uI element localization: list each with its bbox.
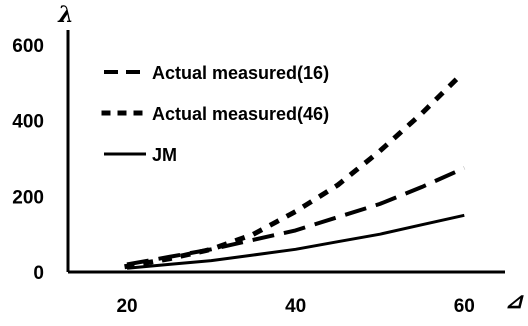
y-tick-label: 0 bbox=[33, 263, 44, 284]
series-line-1 bbox=[126, 166, 466, 267]
y-tick-label: 200 bbox=[12, 187, 44, 208]
series-lines bbox=[124, 67, 468, 270]
x-tick-label: 60 bbox=[454, 296, 475, 317]
y-tick-label: 600 bbox=[12, 36, 44, 57]
axes: λ ⊿ 0 200 400 600 20 40 60 bbox=[12, 2, 523, 317]
legend-label-2: Actual measured(46) bbox=[152, 104, 329, 124]
series-line-3 bbox=[126, 213, 465, 270]
x-axis-label: ⊿ bbox=[505, 288, 524, 314]
x-tick-label: 40 bbox=[285, 296, 306, 317]
x-tick-label: 20 bbox=[116, 296, 137, 317]
legend-label-3: JM bbox=[152, 145, 177, 165]
legend: Actual measured(16) Actual measured(46) JM bbox=[101, 63, 329, 165]
y-tick-label: 400 bbox=[12, 112, 44, 133]
legend-label-1: Actual measured(16) bbox=[152, 63, 329, 83]
series-line-2 bbox=[124, 67, 468, 270]
y-axis-label: λ bbox=[57, 2, 73, 28]
